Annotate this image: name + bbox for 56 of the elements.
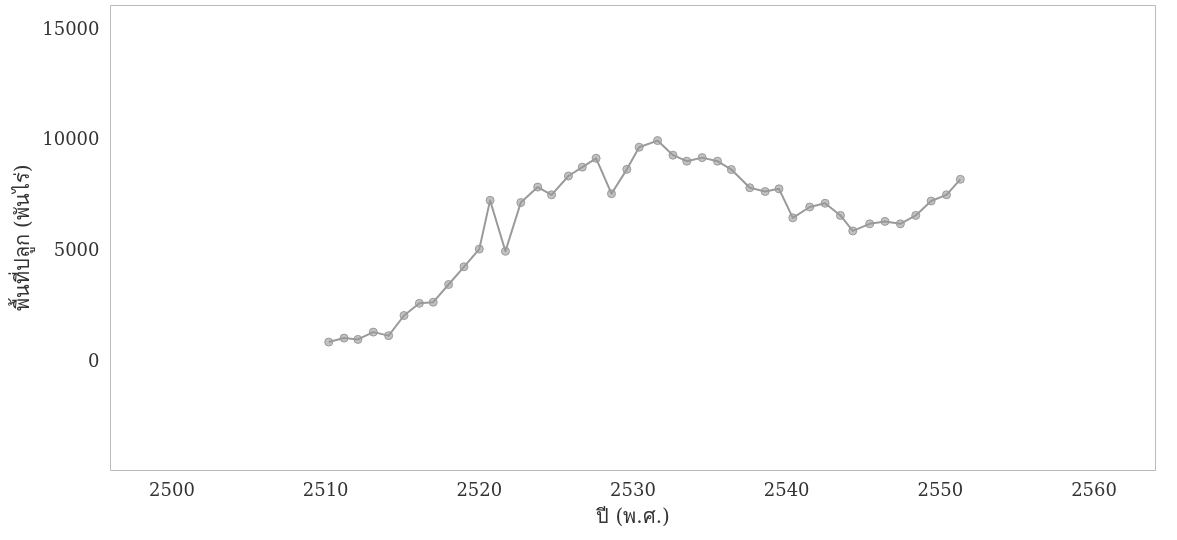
x-tick-label: 2500	[149, 478, 195, 500]
point	[353, 334, 363, 344]
point	[668, 150, 678, 160]
point	[911, 210, 921, 220]
point	[606, 189, 616, 199]
point	[591, 153, 601, 163]
y-tick-label: 0	[88, 349, 100, 371]
point	[500, 246, 510, 256]
point	[942, 190, 951, 200]
point	[865, 219, 875, 229]
point	[653, 136, 663, 146]
point	[399, 311, 409, 320]
point	[384, 331, 394, 341]
point	[880, 216, 890, 226]
point	[788, 213, 798, 223]
y-tick-label: 15000	[42, 17, 100, 39]
y-tick-label: 10000	[42, 128, 100, 150]
x-tick-label: 2550	[917, 478, 964, 500]
x-tick-label: 2510	[302, 478, 349, 500]
point	[444, 280, 454, 289]
point	[774, 184, 784, 194]
point	[835, 210, 845, 220]
x-tick-label: 2560	[1071, 478, 1117, 500]
point	[563, 171, 573, 181]
point	[926, 196, 936, 206]
point	[697, 153, 707, 163]
point	[485, 195, 495, 205]
point	[428, 297, 438, 307]
point	[955, 174, 965, 184]
point	[895, 219, 905, 229]
point	[760, 187, 770, 196]
point	[547, 190, 557, 200]
point	[324, 337, 334, 347]
point	[713, 156, 723, 166]
point	[368, 327, 378, 337]
y-tick-label: 5000	[53, 239, 100, 261]
point	[848, 226, 858, 236]
point	[414, 298, 424, 308]
point	[577, 162, 587, 172]
point	[726, 165, 736, 175]
point	[805, 202, 815, 212]
point	[745, 183, 755, 193]
y-axis-title: พื้นที่ปลูก (พันไร่)	[8, 164, 36, 312]
x-tick-label: 2530	[610, 478, 656, 500]
x-axis-title: ปี (พ.ศ.)	[596, 503, 670, 528]
point	[459, 262, 469, 272]
point	[622, 164, 632, 174]
point	[634, 142, 644, 152]
point	[682, 156, 692, 166]
point	[516, 198, 526, 208]
point	[339, 333, 349, 343]
x-tick-label: 2540	[763, 478, 810, 500]
x-tick-label: 2520	[456, 478, 503, 500]
point	[820, 198, 830, 208]
point	[474, 244, 484, 254]
point	[533, 182, 543, 192]
